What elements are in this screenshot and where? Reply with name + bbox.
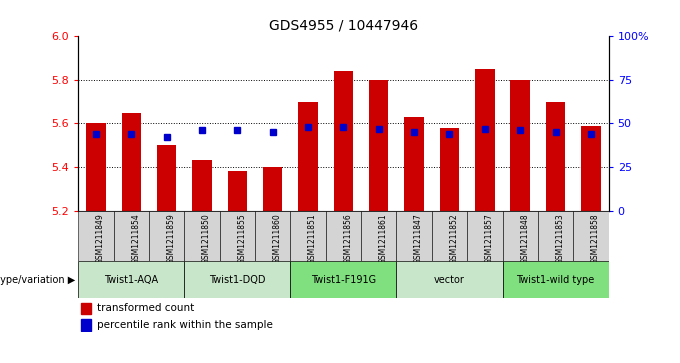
Bar [396, 211, 432, 261]
Bar [220, 211, 255, 261]
Bar [573, 211, 609, 261]
Text: genotype/variation ▶: genotype/variation ▶ [0, 274, 75, 285]
Bar [184, 261, 290, 298]
Bar [192, 160, 211, 211]
Bar [114, 211, 149, 261]
Text: Twist1-DQD: Twist1-DQD [209, 274, 266, 285]
Text: GSM1211859: GSM1211859 [167, 213, 175, 264]
Bar [369, 80, 388, 211]
Bar [361, 211, 396, 261]
Text: GSM1211854: GSM1211854 [131, 213, 140, 264]
Text: GSM1211847: GSM1211847 [414, 213, 423, 264]
Bar [326, 211, 361, 261]
Text: GSM1211852: GSM1211852 [449, 213, 458, 264]
Bar [396, 261, 503, 298]
Text: GSM1211850: GSM1211850 [202, 213, 211, 264]
Bar [228, 171, 247, 211]
Text: GSM1211856: GSM1211856 [343, 213, 352, 264]
Bar [255, 211, 290, 261]
Text: GSM1211861: GSM1211861 [379, 213, 388, 264]
Text: GSM1211860: GSM1211860 [273, 213, 282, 264]
Bar [511, 80, 530, 211]
Text: GSM1211855: GSM1211855 [237, 213, 246, 264]
Bar [475, 69, 494, 211]
Text: percentile rank within the sample: percentile rank within the sample [97, 320, 273, 330]
Text: GSM1211849: GSM1211849 [96, 213, 105, 264]
Bar [78, 211, 114, 261]
Text: GSM1211848: GSM1211848 [520, 213, 529, 264]
Bar [149, 211, 184, 261]
Bar [581, 126, 600, 211]
Bar [467, 211, 503, 261]
Bar [546, 102, 565, 211]
Text: vector: vector [434, 274, 465, 285]
Text: GSM1211857: GSM1211857 [485, 213, 494, 264]
Bar [299, 102, 318, 211]
Text: GSM1211858: GSM1211858 [591, 213, 600, 264]
Bar [503, 261, 609, 298]
Bar [538, 211, 573, 261]
Bar [81, 303, 91, 314]
Bar [290, 261, 396, 298]
Text: GDS4955 / 10447946: GDS4955 / 10447946 [269, 19, 418, 33]
Bar [503, 211, 538, 261]
Bar [184, 211, 220, 261]
Bar [440, 128, 459, 211]
Text: transformed count: transformed count [97, 303, 194, 314]
Text: Twist1-F191G: Twist1-F191G [311, 274, 376, 285]
Bar [78, 261, 184, 298]
Bar [86, 123, 105, 211]
Text: Twist1-wild type: Twist1-wild type [516, 274, 595, 285]
Bar [122, 113, 141, 211]
Text: GSM1211851: GSM1211851 [308, 213, 317, 264]
Text: GSM1211853: GSM1211853 [556, 213, 564, 264]
Bar [157, 145, 176, 211]
Bar [405, 117, 424, 211]
Bar [81, 319, 91, 330]
Bar [263, 167, 282, 211]
Bar [334, 71, 353, 211]
Bar [290, 211, 326, 261]
Bar [432, 211, 467, 261]
Text: Twist1-AQA: Twist1-AQA [104, 274, 158, 285]
